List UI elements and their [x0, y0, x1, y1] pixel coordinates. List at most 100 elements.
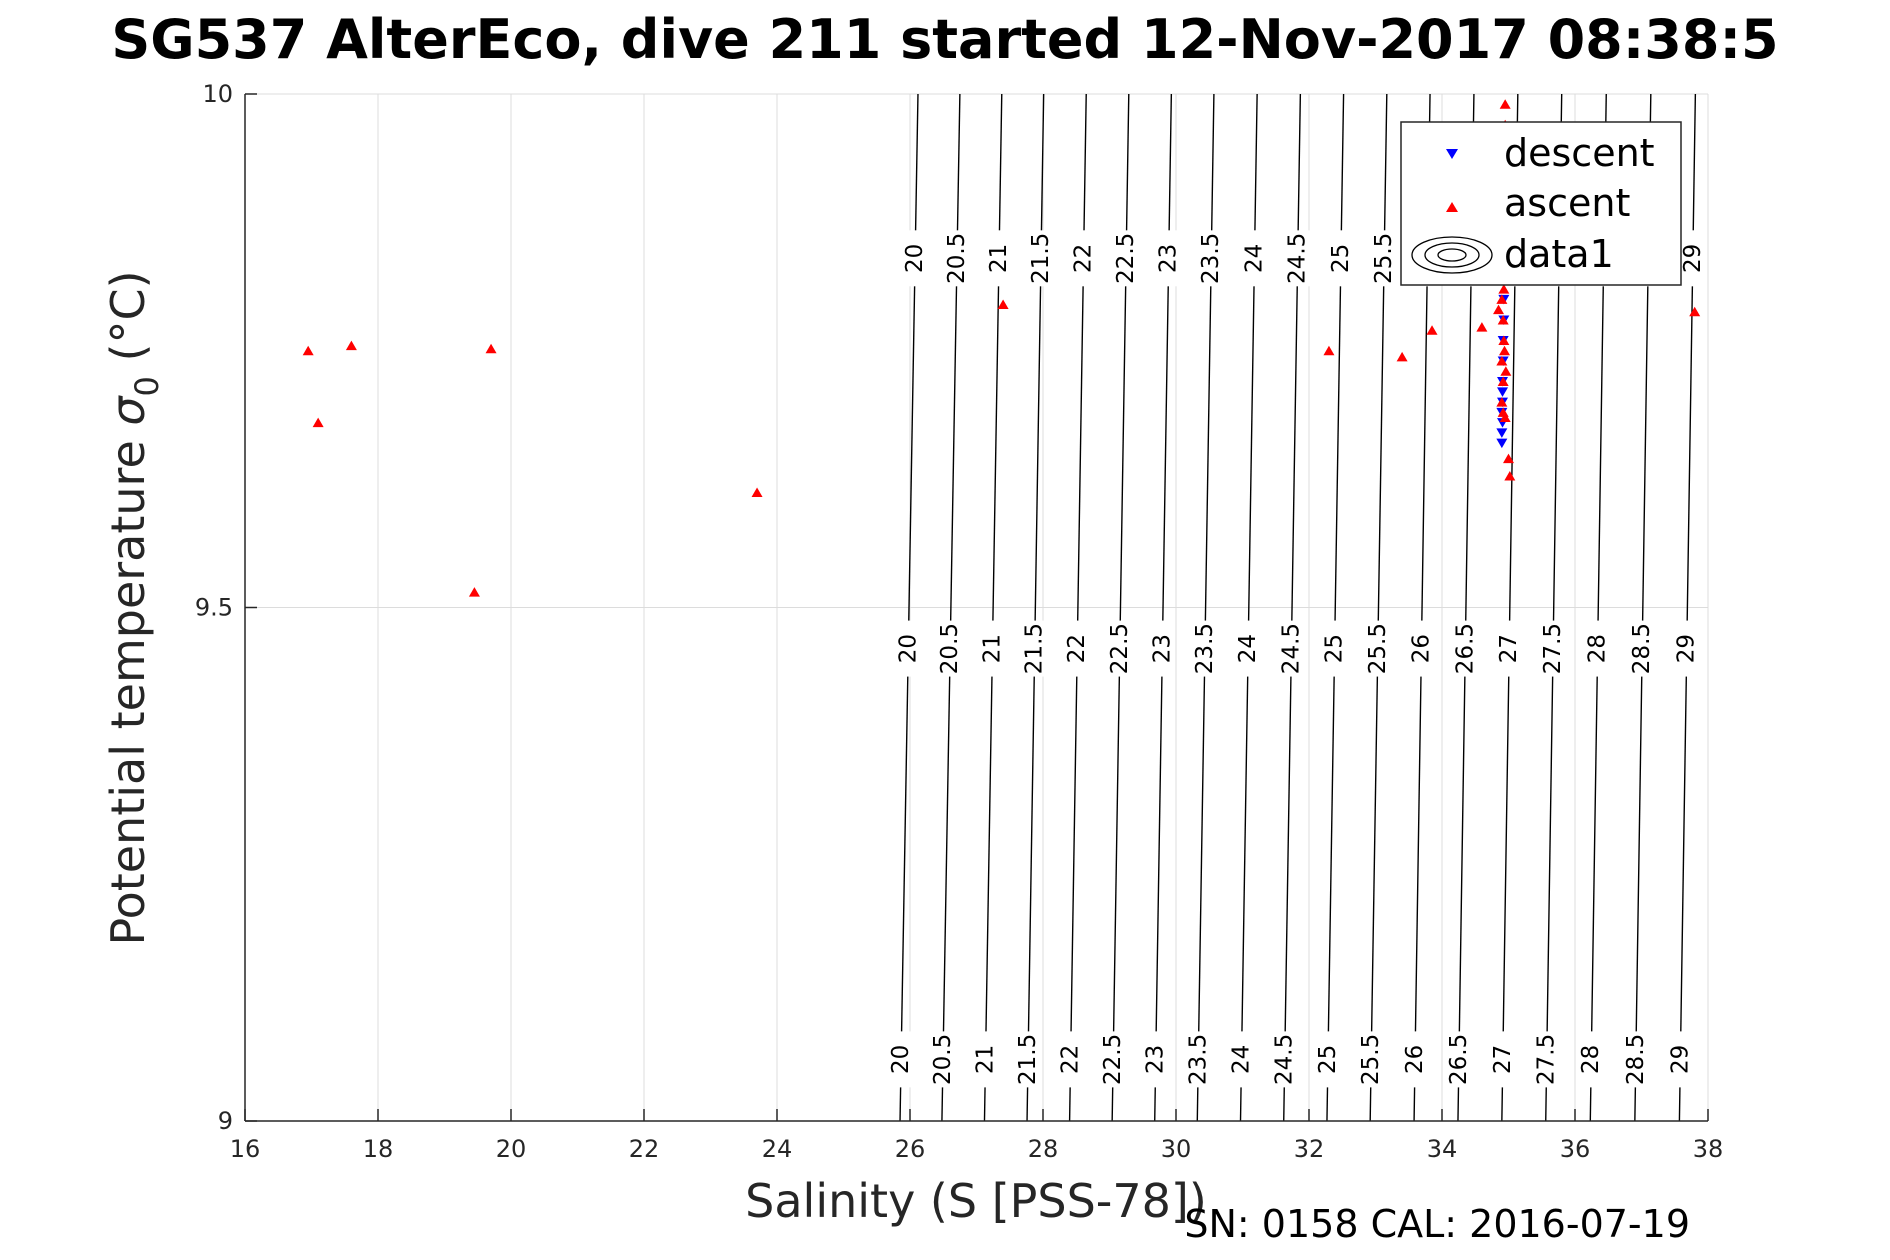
contour-level-label: 22.5	[1100, 1034, 1126, 1085]
ascent-point	[1496, 356, 1508, 366]
ascent-point	[1500, 366, 1512, 376]
ascent-point	[485, 343, 497, 354]
contour-level-label: 23	[1149, 634, 1175, 663]
contour-label-background	[1149, 620, 1176, 677]
ascent-point	[1498, 284, 1510, 294]
contour-label-background	[1364, 620, 1391, 677]
contour-label-background	[1402, 1031, 1429, 1088]
contour-label-background	[929, 1031, 956, 1088]
contour-level-label: 25	[1315, 1045, 1341, 1074]
contour-label-background	[1452, 620, 1479, 677]
contour-label-background	[1015, 1031, 1042, 1088]
contour-label-background	[1445, 1031, 1472, 1088]
contour-label-background	[1533, 1031, 1560, 1088]
contour-level-label: 21.5	[1022, 623, 1048, 674]
contour-level-label: 27.5	[1534, 1034, 1560, 1085]
contour-level-label: 27.5	[1540, 623, 1566, 674]
ascent-point	[468, 587, 480, 597]
contour-level-label: 26.5	[1446, 1034, 1472, 1085]
ascent-point	[1497, 314, 1509, 325]
ascent-point	[1396, 351, 1408, 362]
contour-label-background	[1064, 620, 1091, 677]
contour-level-label: 24	[1235, 634, 1261, 663]
x-tick-label: 24	[762, 1135, 793, 1163]
ascent-point	[1426, 325, 1438, 335]
contour-label-background	[1100, 1031, 1127, 1088]
y-tick-label: 9	[218, 1107, 233, 1135]
x-tick-label: 38	[1693, 1135, 1724, 1163]
contour-label-background	[1314, 1031, 1341, 1088]
legend-contour-label: data1	[1504, 232, 1614, 276]
contour-level-label: 25.5	[1358, 1034, 1384, 1085]
descent-point	[1496, 438, 1508, 449]
contour-level-label: 21	[986, 244, 1012, 273]
legend-ascent-label: ascent	[1504, 181, 1630, 225]
contour-label-background	[1191, 620, 1218, 677]
contour-level-label: 22	[1071, 244, 1097, 273]
contour-label-background	[1667, 1031, 1694, 1088]
ascent-point	[1496, 397, 1508, 407]
contour-level-label: 23.5	[1192, 623, 1218, 674]
contour-label-background	[895, 620, 922, 677]
ascent-point	[751, 487, 763, 497]
contour-level-label: 20	[888, 1045, 914, 1074]
contour-label-background	[1278, 620, 1305, 677]
ascent-point	[1504, 471, 1516, 481]
contour-label-background	[1155, 230, 1182, 287]
contour-label-background	[1070, 230, 1097, 287]
ascent-point	[1503, 453, 1514, 464]
contour-label-background	[1408, 620, 1435, 677]
contour-level-label: 26.5	[1452, 623, 1478, 674]
contour-label-background	[1142, 1031, 1169, 1088]
ascent-point	[1499, 99, 1511, 109]
contour-level-label: 25	[1322, 634, 1348, 663]
contour-label-background	[1489, 1031, 1516, 1088]
contour-level-label: 22	[1064, 634, 1090, 663]
contour-level-label: 23.5	[1185, 1034, 1211, 1085]
x-tick-label: 32	[1294, 1135, 1325, 1163]
ascent-point	[1497, 376, 1509, 387]
ascent-point	[1493, 304, 1505, 315]
contour-level-label: 24.5	[1272, 1034, 1298, 1085]
x-tick-label: 28	[1028, 1135, 1059, 1163]
contour-label-background	[1578, 1031, 1605, 1088]
contour-level-label: 29	[1674, 634, 1700, 663]
contour-level-label: 23	[1156, 244, 1182, 273]
contour-label-background	[1622, 1031, 1649, 1088]
contour-level-label: 24	[1241, 244, 1267, 273]
contour-label-background	[1241, 230, 1268, 287]
contour-label-background	[972, 1031, 999, 1088]
contour-label-background	[986, 230, 1013, 287]
y-tick-label: 10	[202, 80, 233, 108]
x-tick-label: 20	[496, 1135, 527, 1163]
contour-label-background	[1284, 230, 1311, 287]
contour-label-background	[1185, 1031, 1212, 1088]
x-tick-label: 36	[1560, 1135, 1591, 1163]
x-tick-label: 16	[230, 1135, 261, 1163]
contour-level-label: 24	[1229, 1045, 1255, 1074]
x-axis-label: Salinity (S [PSS-78])	[745, 1174, 1207, 1228]
chart-title: SG537 AlterEco, dive 211 started 12-Nov-…	[111, 8, 1778, 71]
contour-label-background	[1540, 620, 1567, 677]
ascent-point	[1499, 345, 1511, 356]
contour-level-label: 24.5	[1285, 233, 1311, 284]
contour-level-label: 26	[1402, 1045, 1428, 1074]
contour-label-background	[1057, 1031, 1084, 1088]
x-tick-label: 22	[629, 1135, 660, 1163]
contour-label-background	[979, 620, 1006, 677]
contour-label-background	[1371, 230, 1398, 287]
contour-label-background	[1321, 620, 1348, 677]
contour-level-label: 21.5	[1028, 233, 1054, 284]
contour-level-label: 25.5	[1365, 623, 1391, 674]
contour-label-background	[1679, 230, 1706, 287]
ascent-point	[997, 299, 1009, 310]
contour-level-label: 26	[1408, 634, 1434, 663]
y-axis-label: Potential temperature σ0 (°C)	[101, 270, 166, 945]
ascent-point	[345, 340, 357, 351]
legend-contour-icon	[1411, 236, 1493, 274]
contour-level-label: 24.5	[1278, 623, 1304, 674]
contour-label-background	[1327, 230, 1354, 287]
contour-level-label: 20	[902, 244, 928, 273]
contour-level-label: 27	[1490, 1045, 1516, 1074]
